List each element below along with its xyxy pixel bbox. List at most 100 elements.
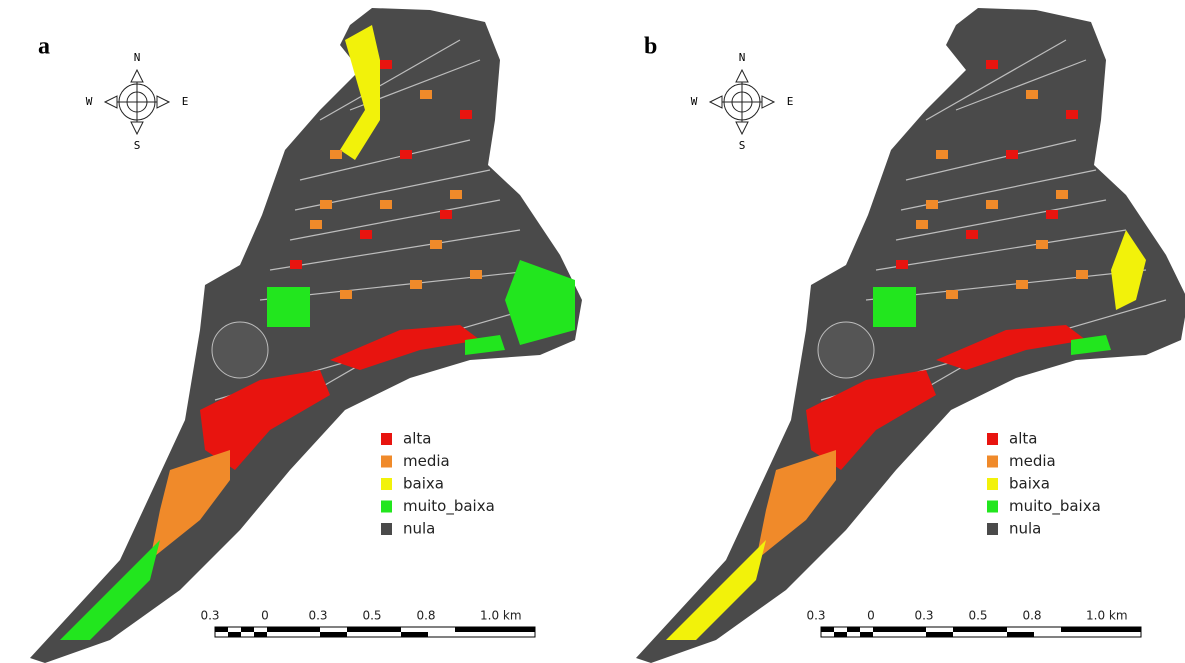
- compass-n: N: [134, 51, 141, 64]
- compass-arrows: [710, 70, 774, 134]
- legend-label: baixa: [403, 475, 444, 493]
- scale-segment: [347, 627, 401, 632]
- legend-swatch: [987, 478, 998, 490]
- scale-label: 0.3: [806, 609, 825, 623]
- compass-e: E: [182, 95, 189, 108]
- legend-label: nula: [1009, 520, 1041, 538]
- block: [340, 290, 352, 299]
- compass-arrows: [105, 70, 169, 134]
- scale-label: 0: [261, 609, 269, 623]
- block: [1016, 280, 1028, 289]
- scale-segment: [1061, 627, 1141, 632]
- block: [430, 240, 442, 249]
- scale-segment: [821, 627, 834, 632]
- scale-label: 0.8: [1022, 609, 1041, 623]
- panel-label: a: [38, 34, 50, 60]
- scale-segment: [241, 627, 254, 632]
- legend-label: muito_baixa: [403, 497, 495, 516]
- block: [320, 200, 332, 209]
- scale-segment: [926, 632, 953, 637]
- block: [986, 60, 998, 69]
- block: [986, 200, 998, 209]
- scale-segment: [401, 632, 428, 637]
- block: [966, 230, 978, 239]
- block: [460, 110, 472, 119]
- scale-label: 1.0 km: [480, 609, 522, 623]
- block: [290, 260, 302, 269]
- legend-swatch: [987, 523, 998, 535]
- legend-swatch: [987, 456, 998, 468]
- scale-label: 0.5: [968, 609, 987, 623]
- block: [380, 60, 392, 69]
- compass-s: S: [134, 139, 141, 152]
- block: [1066, 110, 1078, 119]
- block: [380, 200, 392, 209]
- scale-segment: [1007, 632, 1034, 637]
- legend-label: baixa: [1009, 475, 1050, 493]
- roundabout: [818, 322, 874, 378]
- legend-label: media: [403, 452, 450, 470]
- block: [1026, 90, 1038, 99]
- scale-label: 0.5: [362, 609, 381, 623]
- block: [926, 200, 938, 209]
- block: [440, 210, 452, 219]
- block: [330, 150, 342, 159]
- scale-segment: [953, 627, 1007, 632]
- legend-label: nula: [403, 520, 435, 538]
- legend-label: alta: [1009, 430, 1037, 448]
- scale-segment: [455, 627, 535, 632]
- block: [1046, 210, 1058, 219]
- legend-swatch: [381, 523, 392, 535]
- block: [410, 280, 422, 289]
- block: [450, 190, 462, 199]
- block: [1056, 190, 1068, 199]
- block: [420, 90, 432, 99]
- legend-swatch: [381, 478, 392, 490]
- scale-segment: [215, 627, 228, 632]
- scale-segment: [860, 632, 873, 637]
- block: [310, 220, 322, 229]
- block: [946, 290, 958, 299]
- block: [360, 230, 372, 239]
- scale-label: 1.0 km: [1086, 609, 1128, 623]
- scale-segment: [267, 627, 320, 632]
- legend-swatch: [381, 456, 392, 468]
- block: [1006, 150, 1018, 159]
- legend-label: media: [1009, 452, 1056, 470]
- park: [873, 287, 916, 327]
- block: [936, 150, 948, 159]
- scale-segment: [254, 632, 267, 637]
- scale-label: 0.3: [914, 609, 933, 623]
- compass-e: E: [787, 95, 794, 108]
- figure: a N S W Ealta media baixa muito_baixanula 0.3 0 0.…: [0, 0, 1185, 663]
- legend-label: muito_baixa: [1009, 497, 1101, 516]
- scale-label: 0.3: [200, 609, 219, 623]
- park: [267, 287, 310, 327]
- compass-w: W: [691, 95, 698, 108]
- panel-label: b: [644, 34, 657, 60]
- scale-segment: [320, 632, 347, 637]
- block: [916, 220, 928, 229]
- scale-segment: [834, 632, 847, 637]
- scale-label: 0: [867, 609, 875, 623]
- scale-segment: [228, 632, 241, 637]
- scale-label: 0.8: [416, 609, 435, 623]
- legend-swatch: [381, 433, 392, 445]
- block: [896, 260, 908, 269]
- compass-n: N: [739, 51, 746, 64]
- roundabout: [212, 322, 268, 378]
- compass-s: S: [739, 139, 746, 152]
- block: [1036, 240, 1048, 249]
- legend-swatch: [987, 433, 998, 445]
- block: [400, 150, 412, 159]
- legend-swatch: [381, 501, 392, 513]
- legend-swatch: [987, 501, 998, 513]
- legend-label: alta: [403, 430, 431, 448]
- scale-segment: [873, 627, 926, 632]
- scale-segment: [847, 627, 860, 632]
- block: [470, 270, 482, 279]
- compass-w: W: [86, 95, 93, 108]
- block: [1076, 270, 1088, 279]
